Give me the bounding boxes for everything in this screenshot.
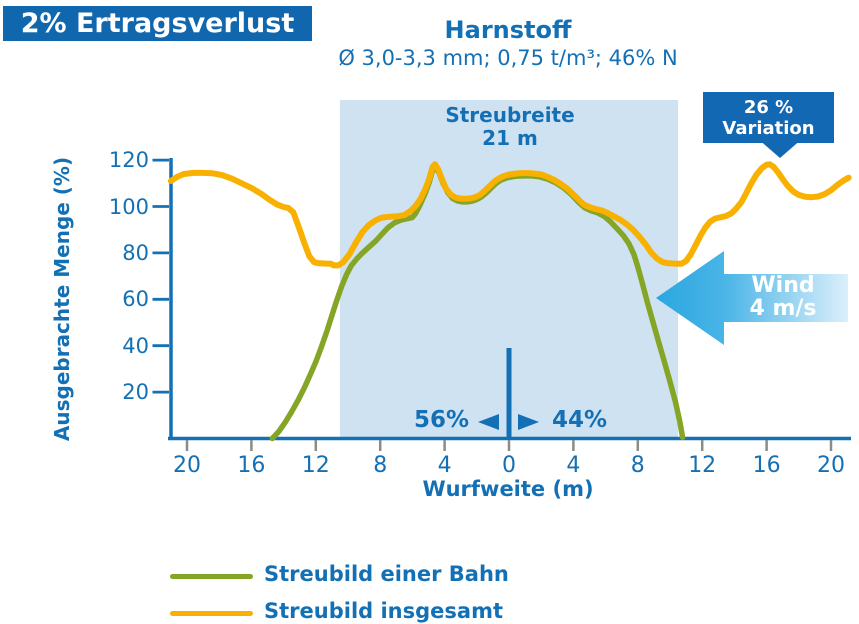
wind-speed: 4 m/s — [749, 296, 817, 321]
y-axis-title: Ausgebrachte Menge (%) — [50, 156, 74, 442]
series-line-streubild-einer-bahn — [269, 164, 686, 442]
legend-line-single-pass — [170, 574, 253, 579]
legend-line-total — [170, 611, 253, 616]
spread-width-line2: 21 m — [482, 126, 538, 150]
legend-label-single-pass: Streubild einer Bahn — [264, 562, 509, 586]
wind-word: Wind — [751, 273, 815, 298]
yield-loss-badge: 2% Ertragsverlust — [3, 6, 312, 41]
spread-width-line1: Streubreite — [445, 103, 575, 127]
share-left-label: 56% — [413, 407, 469, 433]
callout-pointer-icon — [757, 138, 803, 158]
arrow-right-icon — [518, 414, 539, 430]
legend-label-total: Streubild insgesamt — [264, 599, 503, 623]
spread-width-label: Streubreite 21 m — [445, 104, 574, 150]
page-title: Harnstoff — [444, 16, 572, 44]
series-line-streubild-insgesamt — [167, 161, 852, 269]
x-axis-title: Wurfweite (m) — [422, 477, 594, 501]
arrow-left-icon — [478, 414, 499, 430]
chart-subtitle: Ø 3,0-3,3 mm; 0,75 t/m³; 46% N — [338, 46, 678, 70]
variation-word: Variation — [722, 118, 815, 139]
variation-callout: 26 % Variation — [703, 92, 834, 158]
variation-value: 26 % — [743, 97, 794, 118]
wind-arrow-icon — [656, 251, 848, 345]
wind-label: Wind 4 m/s — [749, 274, 816, 320]
share-right-label: 44% — [552, 407, 608, 433]
